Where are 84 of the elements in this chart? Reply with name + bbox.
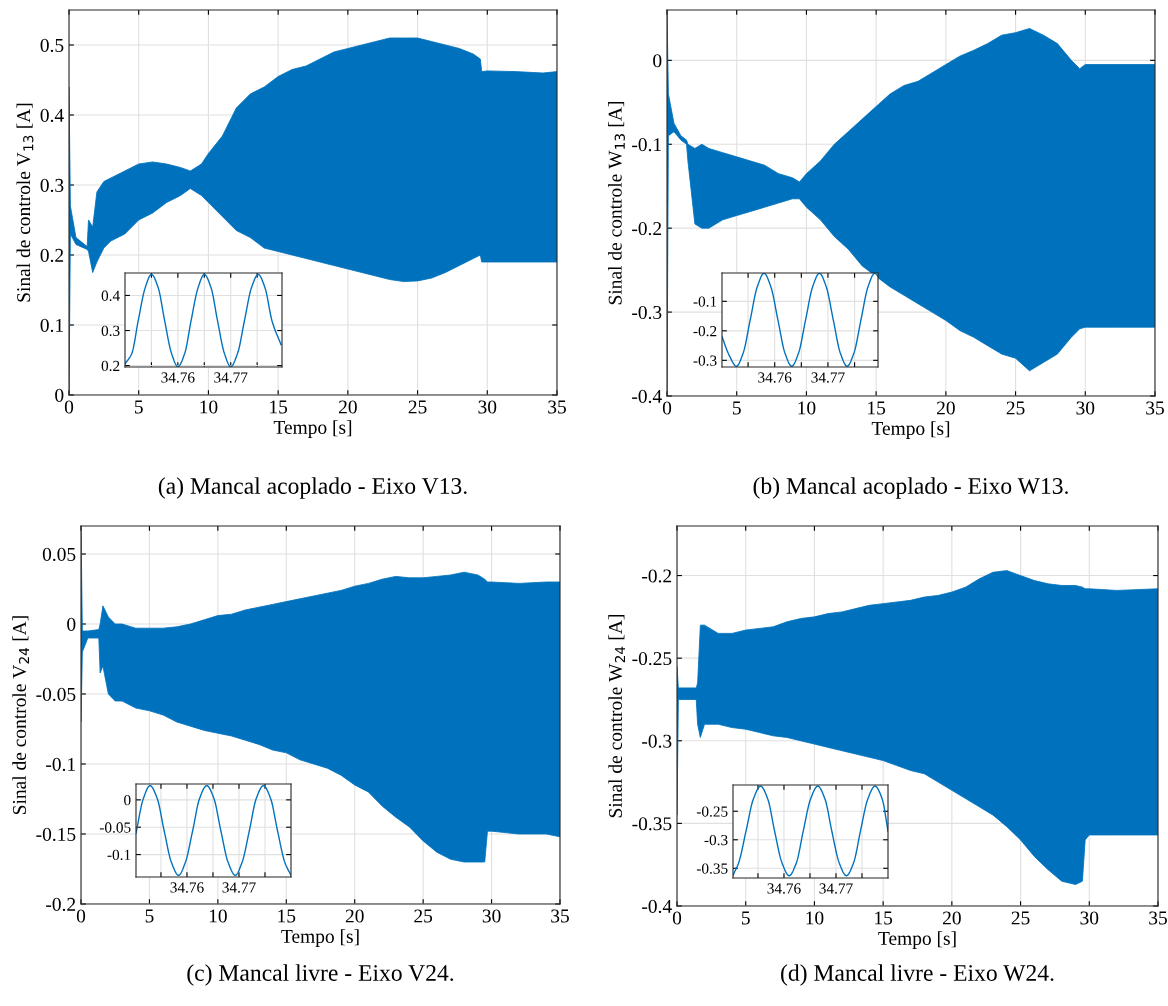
y-tick-label: -0.25 [632, 651, 672, 666]
x-tick-label: 5 [134, 400, 143, 414]
x-tick-label: 15 [278, 909, 296, 923]
y-tick-label: 0.3 [40, 178, 64, 193]
y-tick-label: -0.3 [704, 834, 728, 846]
x-tick-label: 35 [551, 909, 569, 923]
y-tick-label: -0.2 [642, 569, 672, 583]
y-tick-label: -0.2 [46, 897, 76, 912]
y-tick-label: 0.1 [40, 318, 63, 333]
x-tick-label: 5 [732, 401, 741, 415]
x-tick-label: 25 [414, 909, 433, 923]
y-tick-label: -0.35 [632, 817, 672, 831]
text: (a) Mancal acoplado - Eixo V13. [158, 477, 467, 499]
x-tick-label: 34.77 [222, 882, 256, 893]
x-tick-label: 35 [548, 400, 566, 414]
y-tick-label: 0.2 [40, 248, 64, 263]
x-tick-label: 0 [672, 911, 682, 925]
x-tick-label: 20 [942, 911, 961, 925]
y-tick-label: 0 [653, 54, 662, 68]
y-tick-label: 0.2 [101, 360, 120, 372]
y-tick-label: -0.15 [36, 827, 76, 842]
x-tick-label: 15 [270, 400, 288, 414]
x-tick-label: 10 [209, 909, 227, 923]
x-tick-label: 10 [806, 911, 824, 925]
y-tick-label: -0.1 [693, 296, 717, 307]
x-tick-label: 34.76 [161, 372, 195, 383]
y-axis-title: Sinal de controle W$_{13}$ [A] [608, 102, 625, 305]
x-tick-label: 30 [478, 400, 497, 414]
x-tick-label: 30 [1080, 911, 1099, 925]
y-axis-title: Sinal de controle W$_{24}$ [A] [608, 615, 626, 818]
y-tick-label: 0.3 [101, 325, 120, 337]
y-tick-label: 0 [67, 617, 76, 631]
y-tick-label: 0 [124, 795, 131, 806]
y-tick-label: -0.1 [46, 757, 75, 772]
x-tick-label: 15 [868, 401, 886, 415]
y-tick-label: 0 [55, 388, 64, 402]
text: (c) Mancal livre - Eixo V24. [187, 964, 454, 986]
y-tick-label: -0.35 [696, 863, 728, 874]
x-tick-label: 34.76 [170, 882, 204, 893]
y-tick-label: -0.3 [632, 305, 662, 320]
y-axis-title: Sinal de controle V$_{13}$ [A] [16, 103, 34, 302]
x-axis-title: Tempo [s] [871, 421, 950, 439]
y-tick-label: -0.05 [36, 687, 76, 702]
x-tick-label: 30 [1076, 401, 1095, 415]
x-tick-label: 20 [338, 400, 357, 414]
x-tick-label: 34.77 [214, 372, 248, 383]
x-tick-label: 34.76 [767, 883, 801, 894]
y-tick-label: -0.4 [632, 389, 662, 404]
y-tick-label: -0.2 [693, 325, 717, 337]
y-axis-title: Sinal de controle V$_{24}$ [A] [12, 616, 30, 815]
x-tick-label: 5 [741, 911, 750, 925]
x-axis-title: Tempo [s] [878, 931, 956, 949]
x-tick-label: 20 [345, 909, 364, 923]
x-tick-label: 25 [1006, 401, 1025, 415]
y-tick-label: -0.2 [632, 221, 662, 236]
y-tick-label: -0.1 [632, 138, 661, 152]
x-tick-label: 30 [482, 909, 501, 923]
y-tick-label: 0.5 [40, 38, 64, 53]
x-tick-label: 35 [1149, 911, 1167, 925]
text: (b) Mancal acoplado - Eixo W13. [753, 477, 1068, 499]
x-axis-title: Tempo [s] [273, 420, 352, 438]
y-tick-label: -0.4 [642, 899, 672, 914]
x-tick-label: 20 [936, 401, 955, 415]
x-tick-label: 25 [408, 400, 427, 414]
x-tick-label: 10 [200, 400, 218, 414]
x-tick-label: 35 [1146, 401, 1164, 415]
x-tick-label: 0 [76, 909, 86, 923]
y-tick-label: 0.4 [40, 108, 64, 123]
y-tick-label: -0.25 [696, 806, 728, 817]
x-axis-title: Tempo [s] [281, 929, 359, 947]
y-tick-label: -0.3 [642, 734, 672, 748]
y-tick-label: -0.05 [99, 822, 131, 833]
y-tick-label: 0.4 [101, 290, 120, 301]
x-tick-label: 10 [798, 401, 816, 415]
x-tick-label: 34.77 [811, 372, 845, 383]
y-tick-label: 0.05 [42, 547, 76, 562]
x-tick-label: 5 [145, 909, 154, 923]
text: (d) Mancal livre - Eixo W24. [781, 964, 1054, 986]
y-tick-label: -0.1 [107, 849, 131, 861]
x-tick-label: 34.77 [819, 883, 853, 894]
x-tick-label: 15 [875, 911, 893, 925]
x-tick-label: 25 [1011, 911, 1030, 925]
x-tick-label: 34.76 [758, 372, 792, 383]
y-tick-label: -0.3 [693, 355, 717, 366]
